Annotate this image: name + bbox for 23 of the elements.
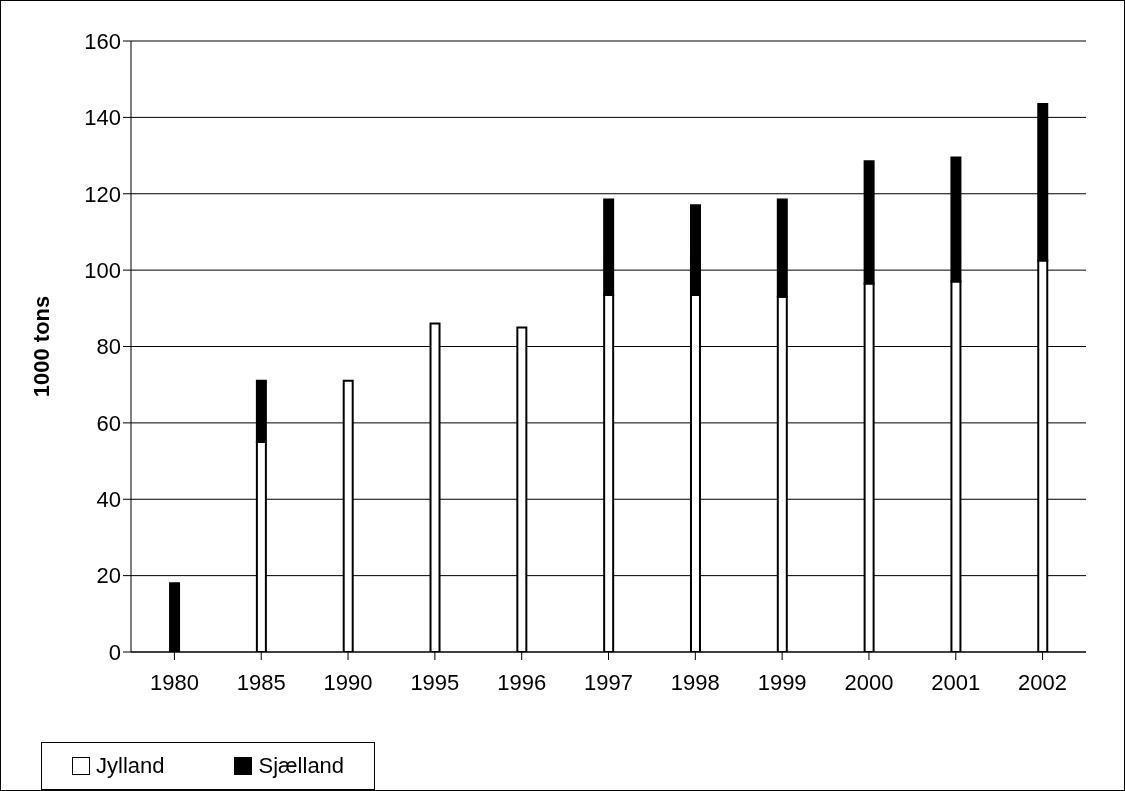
x-tick-label: 2002: [1018, 669, 1068, 695]
y-tick-label: 100: [84, 257, 121, 283]
x-tick-label: 1997: [584, 669, 633, 695]
y-tick-label: 0: [108, 639, 121, 665]
y-tick-label: 60: [96, 410, 121, 436]
x-tick-label: 1996: [497, 669, 547, 695]
x-tick-label: 1980: [149, 669, 199, 695]
y-tick-label: 80: [96, 334, 121, 360]
x-tick-label: 1995: [410, 669, 460, 695]
y-tick-label: 120: [84, 181, 121, 207]
y-tick-label: 140: [84, 105, 121, 131]
legend-label: Sjælland: [257, 753, 345, 779]
y-axis-title: 1000 tons: [28, 295, 54, 398]
y-tick-label: 20: [96, 563, 121, 589]
legend-label: Jylland: [95, 753, 165, 779]
x-tick-label: 2001: [931, 669, 981, 695]
x-tick-label: 1998: [670, 669, 720, 695]
x-tick-label: 2000: [844, 669, 894, 695]
y-tick-label: 40: [96, 487, 121, 513]
y-tick-label: 160: [84, 28, 121, 54]
x-tick-label: 1990: [323, 669, 373, 695]
x-tick-label: 1999: [757, 669, 807, 695]
x-tick-label: 1985: [236, 669, 286, 695]
